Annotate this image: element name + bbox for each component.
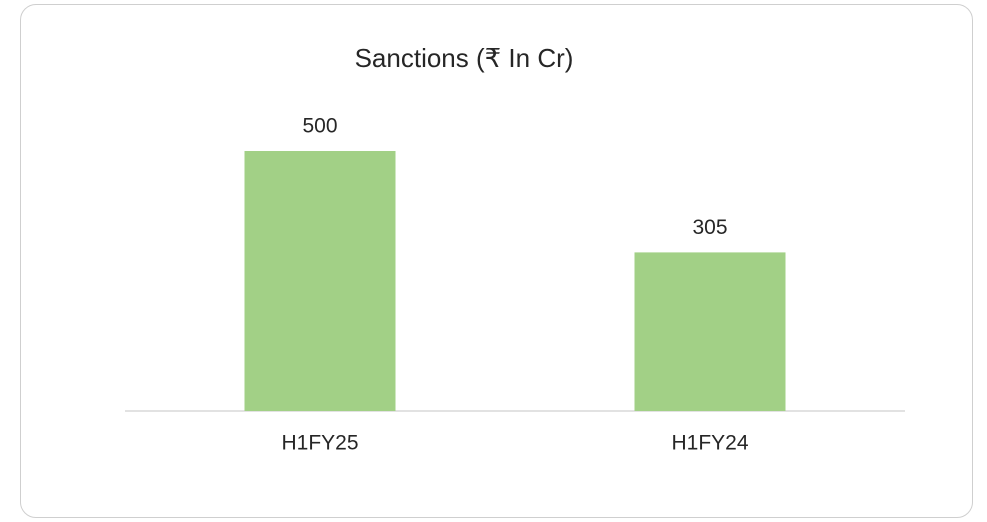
- data-label: 305: [692, 216, 727, 239]
- chart-title: Sanctions (₹ In Cr): [355, 43, 574, 73]
- data-label: 500: [302, 115, 337, 138]
- x-tick-label: H1FY25: [281, 432, 358, 455]
- bar: [244, 151, 396, 411]
- bar: [634, 252, 786, 411]
- card: [20, 4, 973, 518]
- x-tick-label: H1FY24: [671, 432, 748, 455]
